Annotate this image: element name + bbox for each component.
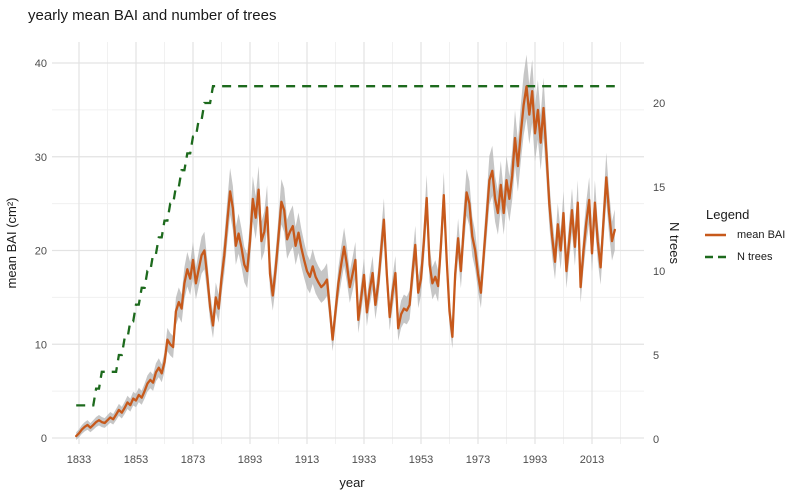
x-tick-label: 1893 [238, 454, 262, 466]
n-trees-dashed-line-swatch-icon [705, 255, 726, 259]
y-right-tick-label: 5 [653, 350, 659, 362]
x-tick-label: 1953 [409, 454, 433, 466]
y-right-axis-title: N trees [667, 222, 682, 264]
x-tick-label: 1873 [181, 454, 205, 466]
x-tick-label: 1973 [466, 454, 490, 466]
y-right-tick-label: 10 [653, 266, 665, 278]
y-left-tick-label: 0 [41, 433, 47, 445]
tick-labels: 1833 1853 1873 1893 1913 1933 1953 1973 1993 2013… [35, 58, 666, 466]
mean-bai-line-swatch-icon [705, 233, 726, 237]
x-tick-label: 1833 [67, 454, 91, 466]
x-tick-label: 1933 [352, 454, 376, 466]
y-left-axis-title: mean BAI (cm²) [4, 197, 19, 288]
y-right-tick-label: 15 [653, 182, 665, 194]
x-tick-label: 1913 [295, 454, 319, 466]
chart-title: yearly mean BAI and number of trees [28, 7, 277, 24]
x-tick-label: 1853 [124, 454, 148, 466]
y-right-tick-label: 0 [653, 434, 659, 446]
mean-bai-line [75, 85, 616, 438]
legend: Legend mean BAI N trees [705, 207, 800, 273]
legend-title: Legend [706, 207, 750, 222]
legend-label-n-trees: N trees [737, 251, 773, 263]
x-tick-label: 1993 [523, 454, 547, 466]
y-left-tick-label: 30 [35, 152, 47, 164]
y-left-tick-label: 20 [35, 246, 47, 258]
y-right-tick-label: 20 [653, 98, 665, 110]
y-left-tick-label: 10 [35, 339, 47, 351]
legend-label-mean-bai: mean BAI [737, 229, 786, 241]
series-layer [75, 54, 616, 440]
mean-bai-confidence-ribbon [76, 54, 615, 440]
legend-entry-n-trees: N trees [705, 251, 800, 263]
n-trees-line [76, 85, 615, 407]
legend-entry-mean-bai: mean BAI [705, 229, 800, 241]
x-tick-label: 2013 [580, 454, 604, 466]
x-axis-title: year [339, 475, 365, 490]
y-left-tick-label: 40 [35, 58, 47, 70]
